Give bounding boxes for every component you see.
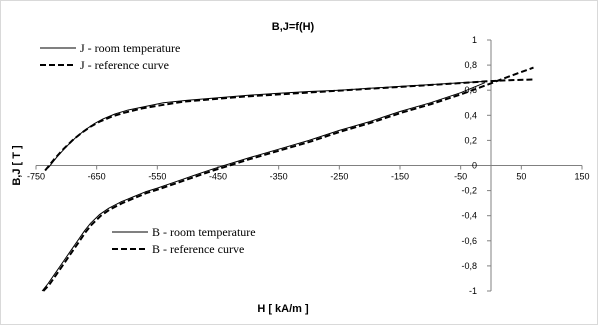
- chart-title: B,J=f(H): [272, 21, 315, 33]
- y-axis-title: B,J [ T ]: [11, 145, 23, 186]
- x-tick-label: -650: [88, 172, 106, 182]
- x-tick-label: -250: [330, 172, 348, 182]
- y-tick-label: 0,4: [464, 110, 477, 120]
- x-tick-label: -450: [209, 172, 227, 182]
- series-b-reference-curve: [42, 66, 534, 292]
- legend-label: B - room temperature: [152, 225, 256, 239]
- x-tick-label: -750: [27, 172, 45, 182]
- y-tick-label: -0,2: [461, 186, 477, 196]
- series-b-room-temperature: [41, 82, 486, 292]
- legend-label: B - reference curve: [152, 242, 244, 256]
- x-tick-label: 150: [574, 172, 589, 182]
- series-j-reference-curve: [44, 78, 534, 172]
- x-tick-label: -150: [391, 172, 409, 182]
- y-tick-label: -0,6: [461, 236, 477, 246]
- x-tick-label: -350: [270, 172, 288, 182]
- x-tick-label: -550: [148, 172, 166, 182]
- x-axis-title: H [ kA/m ]: [257, 303, 309, 315]
- legend-label: J - reference curve: [80, 58, 169, 72]
- y-tick-label: 1: [472, 35, 477, 45]
- series-layer: [41, 66, 534, 292]
- y-tick-label: 0: [472, 161, 477, 171]
- legend-layer: J - room temperature J - reference curve B…: [40, 41, 256, 256]
- x-tick-label: 50: [516, 172, 526, 182]
- axes: -750 -650 -550 -450 -350 -250 -150 -50 50 150 -1 -0…: [27, 35, 590, 296]
- legend-label: J - room temperature: [80, 41, 180, 55]
- y-tick-label: 0,2: [464, 135, 477, 145]
- x-tick-label: -50: [454, 172, 467, 182]
- y-tick-label: -1: [469, 286, 477, 296]
- y-tick-label: 0,8: [464, 60, 477, 70]
- y-tick-label: -0,8: [461, 261, 477, 271]
- y-tick-label: -0,4: [461, 211, 477, 221]
